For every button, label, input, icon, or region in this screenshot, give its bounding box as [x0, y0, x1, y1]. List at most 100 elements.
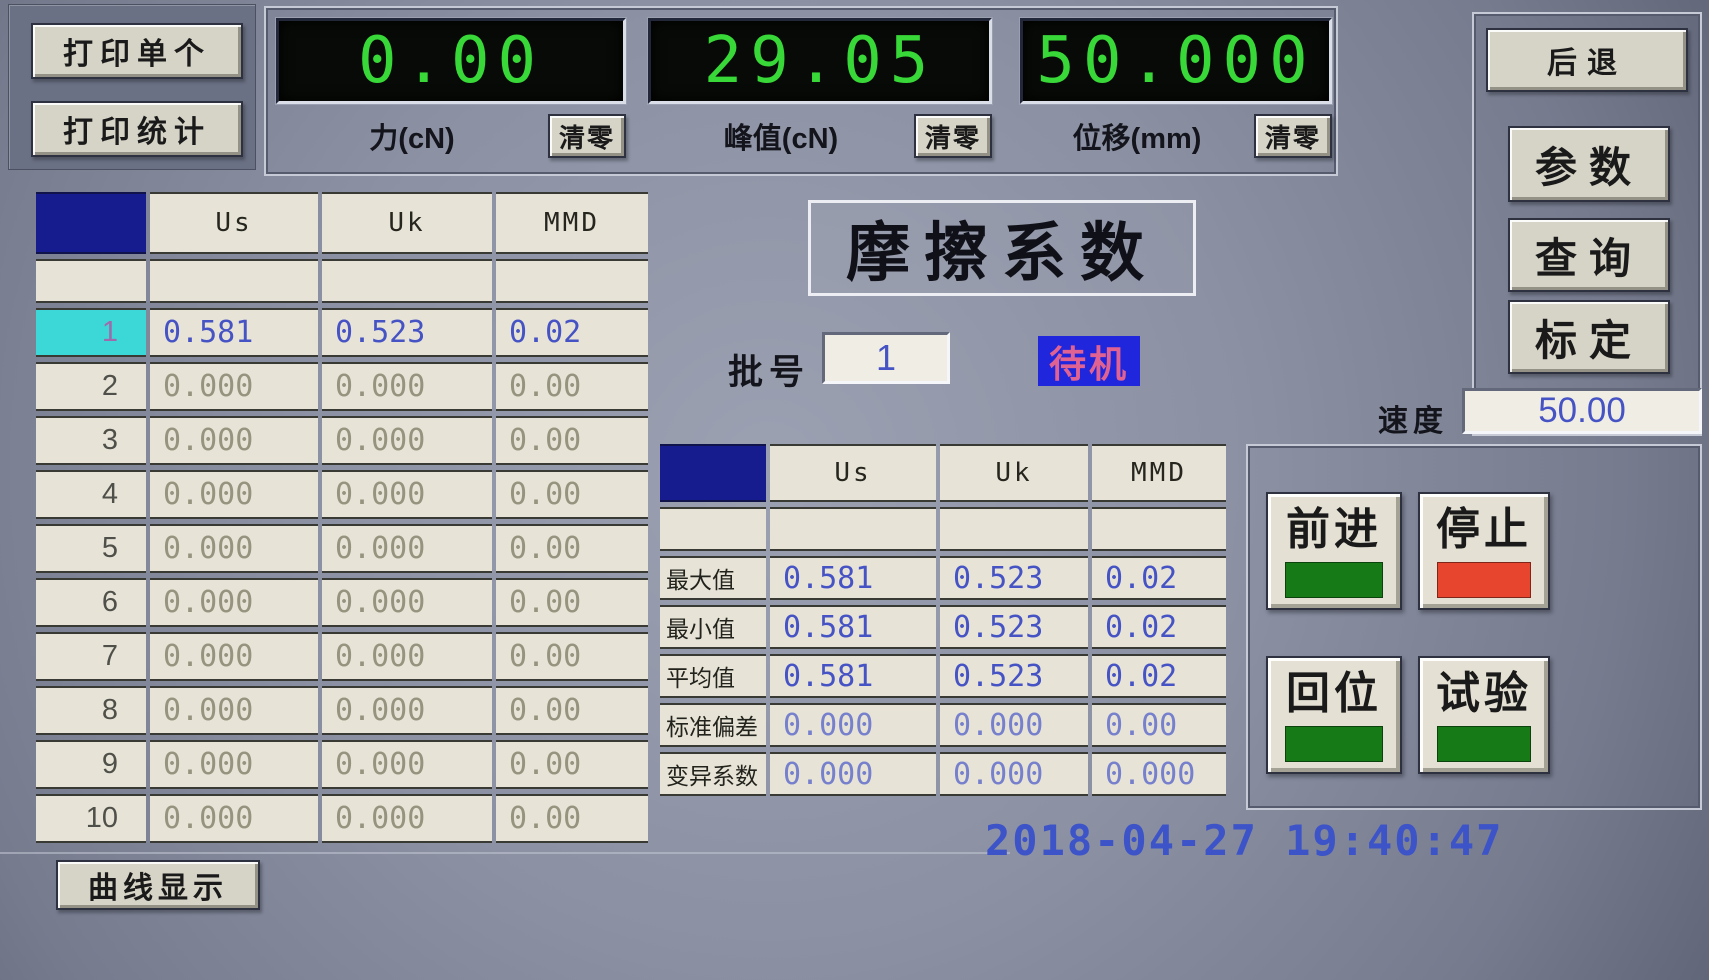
peak-display: 29.05	[648, 18, 992, 104]
home-button[interactable]: 回位	[1266, 656, 1402, 774]
results-cell-mmd: 0.00	[496, 740, 648, 789]
stats-cell-uk: 0.000	[940, 703, 1088, 747]
stats-header-corner	[660, 444, 766, 502]
stats-cell-mmd: 0.02	[1092, 556, 1226, 600]
results-header-us: Us	[150, 192, 318, 254]
force-clear-button[interactable]: 清零	[548, 114, 626, 158]
speed-label: 速度	[1378, 405, 1448, 438]
print-statistics-button[interactable]: 打印统计	[31, 101, 243, 157]
results-row-number[interactable]: 10	[36, 794, 146, 843]
back-button[interactable]: 后退	[1486, 28, 1688, 92]
results-row-number[interactable]: 5	[36, 524, 146, 573]
parameters-button[interactable]: 参数	[1508, 126, 1670, 202]
results-cell-uk: 0.000	[322, 524, 492, 573]
results-cell-us: 0.000	[150, 794, 318, 843]
stats-cell-uk: 0.000	[940, 752, 1088, 796]
stats-cell-mmd: 0.00	[1092, 703, 1226, 747]
results-cell-mmd: 0.00	[496, 686, 648, 735]
forward-button[interactable]: 前进	[1266, 492, 1402, 610]
peak-clear-button[interactable]: 清零	[914, 114, 992, 158]
stats-header-uk: Uk	[940, 444, 1088, 502]
home-button-label: 回位	[1286, 669, 1382, 718]
results-cell-uk: 0.000	[322, 794, 492, 843]
stop-button-label: 停止	[1436, 505, 1532, 554]
results-cell-us: 0.000	[150, 632, 318, 681]
stats-row-label: 变异系数	[660, 752, 766, 796]
datetime: 2018-04-27 19:40:47	[985, 816, 1504, 865]
stop-indicator-lamp	[1436, 562, 1532, 599]
stats-cell-mmd: 0.02	[1092, 654, 1226, 698]
divider	[0, 852, 1010, 854]
nav-panel	[1472, 12, 1702, 436]
stats-cell-us: 0.581	[770, 556, 936, 600]
stats-row-label: 标准偏差	[660, 703, 766, 747]
results-header-corner	[36, 192, 146, 254]
results-cell-mmd: 0.00	[496, 524, 648, 573]
query-button[interactable]: 查询	[1508, 218, 1670, 292]
results-cell-us: 0.581	[150, 308, 318, 357]
results-cell-uk: 0.523	[322, 308, 492, 357]
results-cell-uk: 0.000	[322, 578, 492, 627]
motion-control-panel: 前进 停止 回位 试验	[1246, 444, 1702, 810]
results-table: Us Uk MMD 1 0.581 0.523 0.02 2 0.000 0.0…	[36, 192, 648, 843]
results-row-number[interactable]: 9	[36, 740, 146, 789]
displacement-clear-button[interactable]: 清零	[1254, 114, 1332, 158]
curve-display-button[interactable]: 曲线显示	[56, 860, 260, 910]
batch-input[interactable]	[822, 332, 950, 384]
peak-label: 峰值(cN)	[723, 123, 839, 155]
results-cell-uk: 0.000	[322, 686, 492, 735]
stats-cell-mmd: 0.02	[1092, 605, 1226, 649]
stats-header-us: Us	[770, 444, 936, 502]
results-cell-us: 0.000	[150, 524, 318, 573]
stats-cell-mmd: 0.000	[1092, 752, 1226, 796]
results-cell-us: 0.000	[150, 416, 318, 465]
stop-button[interactable]: 停止	[1418, 492, 1550, 610]
stats-spacer-cell	[1092, 507, 1226, 551]
stats-cell-us: 0.000	[770, 752, 936, 796]
stats-table: Us Uk MMD 最大值 0.581 0.523 0.02 最小值 0.581…	[660, 444, 1226, 796]
stats-row-label: 最小值	[660, 605, 766, 649]
print-panel: 打印单个 打印统计	[8, 4, 256, 170]
home-indicator-lamp	[1285, 726, 1383, 763]
results-header-mmd: MMD	[496, 192, 648, 254]
stats-spacer-cell	[940, 507, 1088, 551]
results-row-number[interactable]: 8	[36, 686, 146, 735]
results-cell-mmd: 0.02	[496, 308, 648, 357]
displacement-label: 位移(mm)	[1072, 123, 1202, 155]
results-row-number[interactable]: 6	[36, 578, 146, 627]
results-row-number[interactable]: 3	[36, 416, 146, 465]
speed-value: 50.00	[1462, 388, 1702, 434]
results-spacer-cell	[150, 259, 318, 303]
page-title: 摩擦系数	[808, 200, 1196, 296]
print-single-button[interactable]: 打印单个	[31, 23, 243, 79]
results-cell-uk: 0.000	[322, 632, 492, 681]
stats-header-mmd: MMD	[1092, 444, 1226, 502]
force-display: 0.00	[276, 18, 626, 104]
status-badge: 待机	[1038, 336, 1140, 386]
stats-cell-us: 0.581	[770, 654, 936, 698]
stats-row-label: 平均值	[660, 654, 766, 698]
results-cell-mmd: 0.00	[496, 578, 648, 627]
results-row-number[interactable]: 2	[36, 362, 146, 411]
batch-label: 批号	[728, 353, 811, 392]
results-spacer-cell	[36, 259, 146, 303]
results-cell-uk: 0.000	[322, 740, 492, 789]
stats-spacer-cell	[660, 507, 766, 551]
forward-button-label: 前进	[1286, 505, 1382, 554]
test-indicator-lamp	[1436, 726, 1532, 763]
results-row-number[interactable]: 7	[36, 632, 146, 681]
results-cell-us: 0.000	[150, 740, 318, 789]
results-spacer-cell	[322, 259, 492, 303]
calibration-button[interactable]: 标定	[1508, 300, 1670, 374]
test-button[interactable]: 试验	[1418, 656, 1550, 774]
stats-cell-uk: 0.523	[940, 654, 1088, 698]
results-row-number[interactable]: 4	[36, 470, 146, 519]
stats-cell-uk: 0.523	[940, 556, 1088, 600]
stats-row-label: 最大值	[660, 556, 766, 600]
stats-cell-uk: 0.523	[940, 605, 1088, 649]
results-row-number[interactable]: 1	[36, 308, 146, 357]
results-cell-uk: 0.000	[322, 470, 492, 519]
displacement-display: 50.000	[1020, 18, 1332, 104]
results-cell-mmd: 0.00	[496, 416, 648, 465]
results-cell-us: 0.000	[150, 578, 318, 627]
